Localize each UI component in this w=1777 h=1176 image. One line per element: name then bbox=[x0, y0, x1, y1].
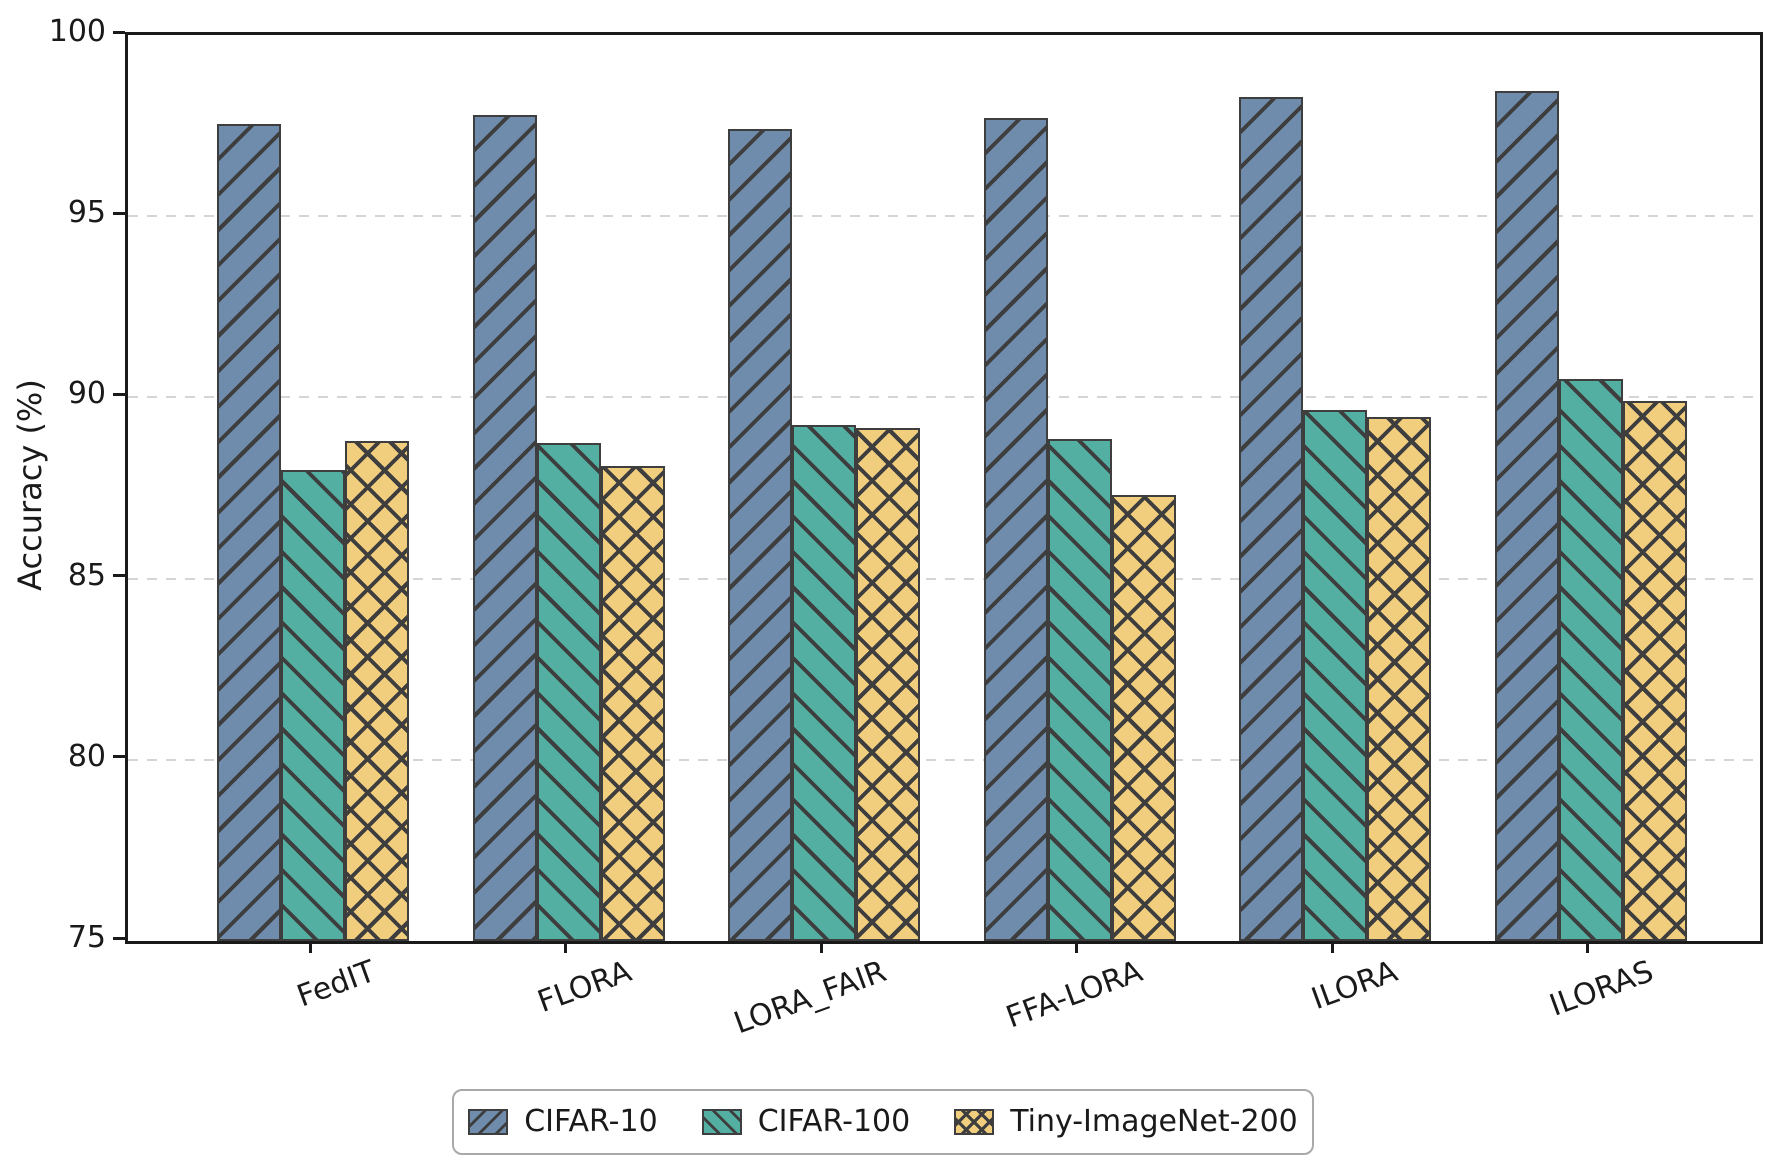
legend-item-tiny-imagenet-200: Tiny-ImageNet-200 bbox=[954, 1105, 1298, 1139]
x-tick-mark bbox=[564, 941, 567, 953]
y-tick-mark bbox=[113, 574, 125, 578]
y-tick-mark bbox=[113, 936, 125, 940]
legend-swatch-icon bbox=[468, 1109, 509, 1135]
x-tick-mark bbox=[1330, 941, 1334, 953]
plot-area bbox=[125, 32, 1763, 944]
x-tick-mark bbox=[308, 941, 312, 953]
gridline-85 bbox=[128, 577, 1760, 580]
legend-label: CIFAR-10 bbox=[524, 1104, 658, 1139]
y-tick-mark bbox=[113, 392, 125, 396]
legend-item-cifar-100: CIFAR-100 bbox=[701, 1104, 911, 1139]
y-tick-mark bbox=[113, 755, 125, 759]
bar-cifar-100-lora-fair bbox=[792, 424, 856, 941]
bar-tiny-imagenet-200-ffa-lora bbox=[1111, 495, 1176, 941]
x-tick-label-fedit: FedIT bbox=[292, 954, 380, 1015]
bar-cifar-100-flora bbox=[536, 442, 601, 941]
legend-swatch-icon bbox=[701, 1109, 742, 1135]
x-tick-label-iloras: ILORAS bbox=[1544, 954, 1658, 1024]
y-tick-label: 80 bbox=[67, 738, 106, 774]
bar-tiny-imagenet-200-fedit bbox=[345, 440, 409, 941]
bar-cifar-10-flora bbox=[472, 114, 537, 941]
y-tick-mark bbox=[113, 30, 125, 34]
legend-swatch-icon bbox=[954, 1109, 995, 1135]
bar-cifar-10-lora-fair bbox=[728, 129, 792, 941]
x-tick-label-ilora: ILORA bbox=[1307, 954, 1402, 1018]
bar-cifar-10-fedit bbox=[217, 123, 281, 941]
x-tick-mark bbox=[1075, 941, 1078, 953]
y-tick-label: 75 bbox=[67, 920, 106, 955]
bar-tiny-imagenet-200-ilora bbox=[1367, 417, 1431, 941]
bar-tiny-imagenet-200-iloras bbox=[1622, 401, 1687, 941]
y-tick-mark bbox=[113, 211, 125, 215]
legend: CIFAR-10 CIFAR-100 Tiny-ImageNet-200 bbox=[452, 1089, 1314, 1155]
bar-cifar-100-iloras bbox=[1558, 379, 1623, 941]
x-tick-mark bbox=[1586, 941, 1589, 953]
x-tick-label-flora: FLORA bbox=[532, 954, 636, 1020]
legend-item-cifar-10: CIFAR-10 bbox=[468, 1104, 658, 1139]
x-tick-label-ffa-lora: FFA-LORA bbox=[1001, 954, 1147, 1036]
bar-tiny-imagenet-200-lora-fair bbox=[856, 428, 920, 941]
bar-cifar-100-fedit bbox=[281, 469, 345, 941]
y-tick-label: 100 bbox=[48, 14, 106, 49]
legend-label: Tiny-ImageNet-200 bbox=[1010, 1104, 1298, 1139]
gridline-90 bbox=[128, 396, 1760, 399]
y-tick-label: 90 bbox=[67, 376, 106, 412]
bar-cifar-10-iloras bbox=[1494, 91, 1559, 941]
y-tick-label: 85 bbox=[67, 557, 106, 593]
gridline-95 bbox=[128, 215, 1760, 218]
bar-cifar-10-ffa-lora bbox=[983, 118, 1048, 941]
bar-cifar-10-ilora bbox=[1239, 96, 1303, 941]
x-tick-mark bbox=[819, 941, 823, 953]
gridline-80 bbox=[128, 758, 1760, 761]
x-tick-label-lora-fair: LORA_FAIR bbox=[729, 954, 891, 1042]
bar-cifar-100-ffa-lora bbox=[1047, 439, 1112, 941]
bar-tiny-imagenet-200-flora bbox=[600, 466, 665, 941]
bar-cifar-100-ilora bbox=[1303, 410, 1367, 941]
y-tick-label: 95 bbox=[67, 195, 106, 231]
legend-label: CIFAR-100 bbox=[757, 1104, 911, 1139]
